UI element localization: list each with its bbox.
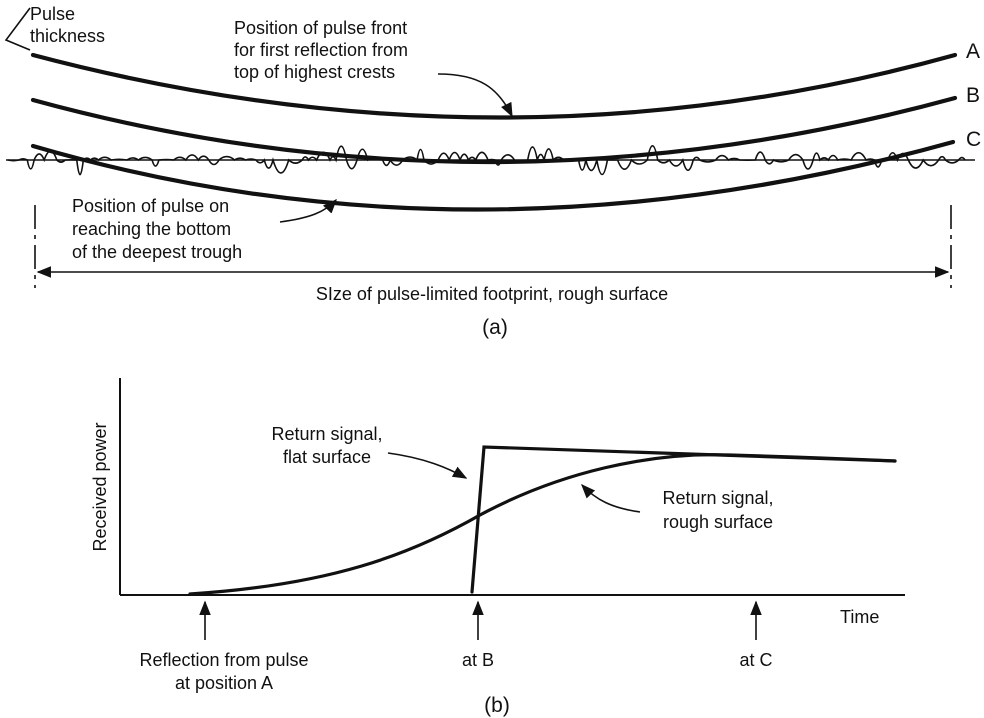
marker-a-label-line-1: Reflection from pulse (139, 650, 308, 670)
pulse-front-leader-arrow (437, 73, 513, 118)
deepest-trough-label-line-3: of the deepest trough (72, 242, 242, 262)
panel-a: A B C Pulse thickness Position of pulse … (4, 4, 981, 339)
rough-surface-return-curve (188, 453, 897, 596)
pulse-curve-b (30, 95, 958, 165)
pulse-curve-a (30, 52, 958, 120)
x-axis-label: Time (840, 607, 879, 627)
deepest-trough-label-line-1: Position of pulse on (72, 196, 229, 216)
curve-label-b: B (966, 84, 980, 107)
flat-signal-label-line-1: Return signal, (271, 424, 382, 444)
panel-b: Received power Time Return signal, flat … (90, 378, 905, 717)
marker-c-label: at C (739, 650, 772, 670)
rough-signal-label-line-2: rough surface (663, 512, 773, 532)
deepest-trough-label-line-2: reaching the bottom (72, 219, 231, 239)
panel-a-caption: (a) (482, 316, 508, 339)
curve-label-c: C (966, 128, 981, 151)
pulse-front-label-line-1: Position of pulse front (234, 18, 407, 38)
flat-signal-label-line-2: flat surface (283, 447, 371, 467)
pulse-thickness-label-line-1: Pulse (30, 4, 75, 24)
flat-signal-leader-arrow (387, 452, 468, 479)
marker-a-label-line-2: at position A (175, 673, 273, 693)
rough-signal-label-line-1: Return signal, (662, 488, 773, 508)
y-axis-label: Received power (90, 422, 110, 551)
rough-signal-leader-arrow (581, 483, 641, 513)
curve-label-a: A (966, 40, 980, 63)
deepest-trough-leader-arrow (279, 198, 337, 223)
pulse-front-label-line-2: for first reflection from (234, 40, 408, 60)
marker-b-label: at B (462, 650, 494, 670)
pulse-thickness-bracket (4, 7, 31, 51)
pulse-curve-c (30, 139, 956, 212)
rough-surface-profile (7, 145, 966, 176)
panel-b-caption: (b) (484, 694, 510, 717)
pulse-front-label-line-3: top of highest crests (234, 62, 395, 82)
footprint-label: SIze of pulse-limited footprint, rough s… (316, 284, 668, 304)
pulse-thickness-label-line-2: thickness (30, 26, 105, 46)
